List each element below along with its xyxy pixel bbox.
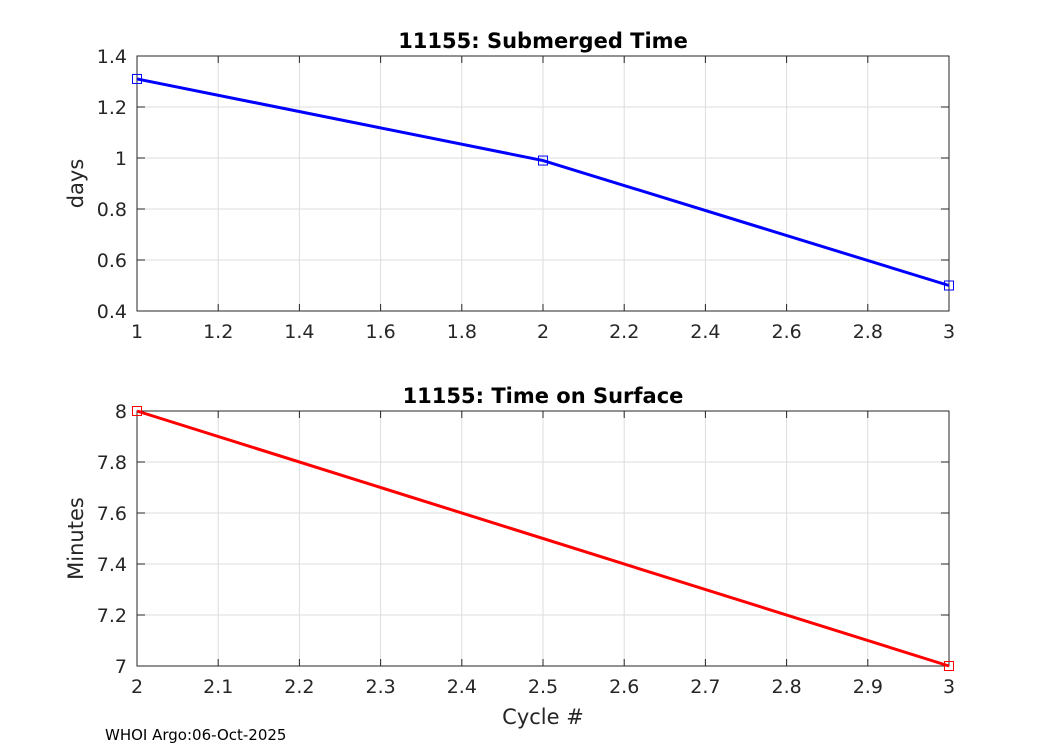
chart2-x-tick-label: 2.1 bbox=[203, 676, 233, 698]
chart2-x-tick-label: 2.9 bbox=[853, 676, 883, 698]
chart2-series-line bbox=[136, 409, 950, 668]
chart2-x-tick-label: 2.3 bbox=[365, 676, 395, 698]
chart2-y-tick-label: 7 bbox=[115, 656, 127, 678]
chart2-x-tick-label: 2.8 bbox=[771, 676, 801, 698]
chart2-x-tick-label: 2.6 bbox=[609, 676, 639, 698]
chart2-y-tick-label: 7.4 bbox=[97, 554, 127, 576]
chart1-y-tick-label: 0.4 bbox=[97, 301, 127, 323]
chart2-y-axis-label: Minutes bbox=[64, 497, 88, 580]
chart1-x-tick-label: 3 bbox=[943, 321, 955, 343]
chart1-axes-box bbox=[136, 55, 950, 312]
chart1-data-point bbox=[132, 73, 142, 84]
chart2-y-tick-label: 7.2 bbox=[97, 605, 127, 627]
chart1-y-tick-label: 1 bbox=[115, 148, 127, 170]
chart1-series-line bbox=[136, 77, 950, 287]
chart2-x-tick-label: 2.7 bbox=[690, 676, 720, 698]
chart2-y-tick-label: 7.8 bbox=[97, 452, 127, 474]
chart1-y-tick-label: 0.6 bbox=[97, 250, 127, 272]
chart1-data-point bbox=[944, 280, 954, 291]
chart2-x-tick-label: 2 bbox=[131, 676, 143, 698]
chart2-x-axis-label: Cycle # bbox=[502, 705, 584, 729]
chart1-x-tick-label: 2.4 bbox=[690, 321, 720, 343]
chart1-x-tick-label: 2.6 bbox=[771, 321, 801, 343]
chart1-y-axis-label: days bbox=[64, 159, 88, 209]
chart2-axes-box bbox=[136, 410, 950, 667]
chart2-y-tick-label: 8 bbox=[115, 401, 127, 423]
chart1-x-tick-label: 2 bbox=[537, 321, 549, 343]
chart1-x-tick-label: 1 bbox=[131, 321, 143, 343]
chart2-x-tick-label: 2.5 bbox=[528, 676, 558, 698]
chart2-x-tick-label: 3 bbox=[943, 676, 955, 698]
chart1-y-tick-label: 1.4 bbox=[97, 46, 127, 68]
chart1-x-tick-label: 2.2 bbox=[609, 321, 639, 343]
chart2-title: 11155: Time on Surface bbox=[403, 384, 684, 408]
chart1-data-point bbox=[538, 155, 548, 166]
chart1-y-tick-label: 1.2 bbox=[97, 97, 127, 119]
chart1-y-tick-label: 0.8 bbox=[97, 199, 127, 221]
chart2-y-tick-label: 7.6 bbox=[97, 503, 127, 525]
chart2-x-tick-label: 2.2 bbox=[284, 676, 314, 698]
chart1-title: 11155: Submerged Time bbox=[398, 29, 688, 53]
chart2-data-point bbox=[944, 661, 954, 671]
chart1-x-tick-label: 1.2 bbox=[203, 321, 233, 343]
chart1-x-tick-label: 1.6 bbox=[365, 321, 395, 343]
chart1-x-tick-label: 1.4 bbox=[284, 321, 314, 343]
chart1-x-tick-label: 1.8 bbox=[447, 321, 477, 343]
chart2-data-point bbox=[132, 406, 142, 416]
chart2-x-tick-label: 2.4 bbox=[447, 676, 477, 698]
chart1-x-tick-label: 2.8 bbox=[853, 321, 883, 343]
footer-credit: WHOI Argo:06-Oct-2025 bbox=[105, 726, 287, 744]
